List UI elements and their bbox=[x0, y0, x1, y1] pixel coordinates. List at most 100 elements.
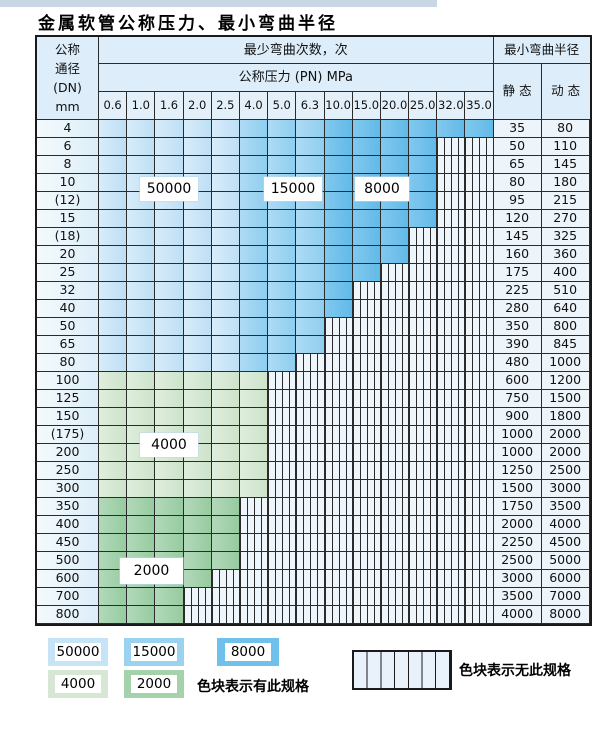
no-spec-cell bbox=[239, 552, 269, 570]
no-spec-cell bbox=[409, 606, 438, 624]
legend-swatch-4000: 4000 bbox=[48, 670, 108, 698]
no-spec-cell bbox=[465, 174, 494, 192]
dn-value: 100 bbox=[37, 372, 99, 390]
no-spec-cell bbox=[380, 444, 410, 462]
static-value: 95 bbox=[493, 192, 542, 210]
spec-cell bbox=[99, 372, 128, 390]
static-header: 静 态 bbox=[493, 64, 542, 120]
no-spec-cell bbox=[268, 462, 297, 480]
pressure-column-header: 4.0 bbox=[239, 92, 269, 120]
no-spec-cell bbox=[380, 552, 410, 570]
page-title: 金属软管公称压力、最小弯曲半径 bbox=[38, 14, 338, 34]
no-spec-cell bbox=[465, 480, 494, 498]
dn-value: 20 bbox=[37, 246, 99, 264]
no-spec-cell bbox=[352, 282, 381, 300]
spec-cell bbox=[155, 480, 184, 498]
spec-cell bbox=[99, 138, 128, 156]
spec-cell bbox=[211, 516, 240, 534]
spec-cell bbox=[155, 138, 184, 156]
spec-cell bbox=[268, 282, 297, 300]
no-spec-cell bbox=[268, 372, 297, 390]
radius-header: 最小弯曲半径 bbox=[493, 37, 590, 64]
spec-cell bbox=[352, 246, 381, 264]
no-spec-cell bbox=[437, 588, 466, 606]
no-spec-cell bbox=[324, 570, 353, 588]
spec-cell bbox=[183, 228, 212, 246]
spec-cell bbox=[127, 210, 156, 228]
spec-cell bbox=[183, 390, 212, 408]
spec-cell bbox=[239, 192, 269, 210]
no-spec-cell bbox=[409, 228, 438, 246]
dynamic-value: 3000 bbox=[541, 480, 590, 498]
no-spec-cell bbox=[268, 390, 297, 408]
spec-cell bbox=[239, 300, 269, 318]
dynamic-value: 4000 bbox=[541, 516, 590, 534]
no-spec-cell bbox=[465, 588, 494, 606]
no-spec-cell bbox=[465, 552, 494, 570]
spec-cell bbox=[352, 228, 381, 246]
no-spec-cell bbox=[437, 606, 466, 624]
no-spec-cell bbox=[324, 498, 353, 516]
spec-cell bbox=[155, 462, 184, 480]
no-spec-cell bbox=[352, 606, 381, 624]
static-value: 160 bbox=[493, 246, 542, 264]
spec-cell bbox=[352, 120, 381, 138]
spec-cell bbox=[239, 156, 269, 174]
spec-cell bbox=[99, 606, 128, 624]
spec-table: 公称 通径 (DN) mm 最少弯曲次数，次 最小弯曲半径 公称压力 (PN) … bbox=[35, 35, 592, 626]
spec-cell bbox=[155, 246, 184, 264]
no-spec-cell bbox=[239, 516, 269, 534]
spec-cell bbox=[268, 264, 297, 282]
spec-cell bbox=[155, 282, 184, 300]
dn-value: (12) bbox=[37, 192, 99, 210]
no-spec-cell bbox=[324, 318, 353, 336]
no-spec-cell bbox=[380, 426, 410, 444]
spec-cell bbox=[239, 444, 269, 462]
spec-cell bbox=[127, 588, 156, 606]
no-spec-cell bbox=[296, 372, 325, 390]
spec-cell bbox=[268, 210, 297, 228]
legend-no-spec-box bbox=[352, 650, 452, 690]
pressure-header: 公称压力 (PN) MPa bbox=[99, 64, 494, 92]
dynamic-value: 270 bbox=[541, 210, 590, 228]
dynamic-value: 6000 bbox=[541, 570, 590, 588]
spec-cell bbox=[239, 264, 269, 282]
no-spec-cell bbox=[380, 498, 410, 516]
spec-cell bbox=[155, 354, 184, 372]
spec-cell bbox=[239, 480, 269, 498]
static-value: 80 bbox=[493, 174, 542, 192]
spec-cell bbox=[324, 282, 353, 300]
spec-cell bbox=[127, 120, 156, 138]
spec-cell bbox=[99, 354, 128, 372]
legend-swatch-50000: 50000 bbox=[48, 638, 108, 666]
spec-cell bbox=[155, 300, 184, 318]
spec-cell bbox=[99, 228, 128, 246]
dn-value: 150 bbox=[37, 408, 99, 426]
no-spec-cell bbox=[380, 282, 410, 300]
no-spec-cell bbox=[437, 174, 466, 192]
spec-cell bbox=[268, 138, 297, 156]
spec-cell bbox=[380, 120, 410, 138]
dn-header-line: 通径 bbox=[54, 61, 80, 76]
pressure-column-header: 1.0 bbox=[127, 92, 156, 120]
spec-cell bbox=[268, 246, 297, 264]
spec-cell bbox=[324, 192, 353, 210]
no-spec-cell bbox=[296, 354, 325, 372]
spec-cell bbox=[211, 264, 240, 282]
no-spec-cell bbox=[352, 300, 381, 318]
dn-value: 65 bbox=[37, 336, 99, 354]
spec-cell bbox=[211, 498, 240, 516]
spec-cell bbox=[127, 336, 156, 354]
spec-cell bbox=[211, 390, 240, 408]
spec-cell bbox=[211, 318, 240, 336]
static-value: 145 bbox=[493, 228, 542, 246]
no-spec-cell bbox=[409, 516, 438, 534]
spec-cell bbox=[99, 336, 128, 354]
spec-cell bbox=[183, 480, 212, 498]
no-spec-cell bbox=[380, 534, 410, 552]
spec-cell bbox=[99, 462, 128, 480]
no-spec-cell bbox=[437, 444, 466, 462]
pressure-column-header: 0.6 bbox=[99, 92, 128, 120]
dn-value: 6 bbox=[37, 138, 99, 156]
